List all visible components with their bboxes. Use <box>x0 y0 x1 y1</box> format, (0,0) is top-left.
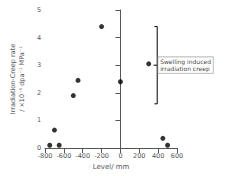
svg-text:0: 0 <box>36 144 41 152</box>
svg-text:-800: -800 <box>38 152 53 160</box>
svg-text:Swelling induced: Swelling induced <box>160 58 211 66</box>
svg-text:-400: -400 <box>75 152 90 160</box>
svg-text:2: 2 <box>37 89 41 97</box>
svg-text:0: 0 <box>118 152 122 160</box>
svg-text:-200: -200 <box>94 152 109 160</box>
svg-text:/ ×10⁻⁵ dpa⁻¹ MPa⁻¹: / ×10⁻⁵ dpa⁻¹ MPa⁻¹ <box>18 46 26 112</box>
svg-text:1: 1 <box>37 116 41 124</box>
svg-text:400: 400 <box>152 152 164 160</box>
svg-text:-600: -600 <box>57 152 72 160</box>
svg-text:5: 5 <box>37 6 41 14</box>
svg-text:3: 3 <box>37 61 41 69</box>
svg-text:Level/ mm: Level/ mm <box>93 163 130 171</box>
svg-text:irradiation creep: irradiation creep <box>160 65 210 73</box>
svg-text:Irradiation-Creep rate: Irradiation-Creep rate <box>9 44 17 114</box>
svg-text:600: 600 <box>171 152 183 160</box>
svg-text:4: 4 <box>37 34 41 42</box>
svg-text:200: 200 <box>133 152 145 160</box>
